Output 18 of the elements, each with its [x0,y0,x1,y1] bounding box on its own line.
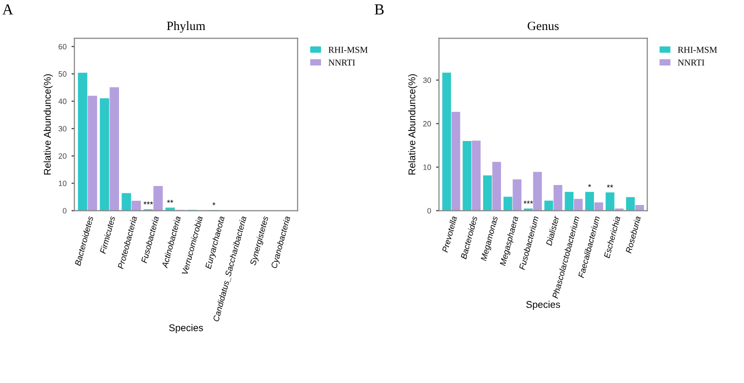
legend-label: RHI-MSM [678,46,717,53]
annotation: *** [524,200,534,204]
x-axis-title: Species [526,300,560,310]
annotation: * [212,202,216,206]
y-axis-title: Relative Abundunce(%) [408,74,418,174]
text: B [374,4,384,14]
legend-label: RHI-MSM [328,46,368,53]
annotation: * [588,184,592,188]
legend-label: NNRTI [678,60,704,66]
chart-title: Phylum [166,21,206,33]
annotation: ** [606,184,614,188]
y-axis-title: Relative Abundunce(%) [44,74,53,174]
text: A [2,4,14,14]
x-axis-title: Species [169,324,203,334]
annotation: *** [144,201,153,204]
annotation: ** [167,200,174,203]
chart-title: Genus [528,22,559,30]
legend-label: NNRTI [328,60,355,66]
